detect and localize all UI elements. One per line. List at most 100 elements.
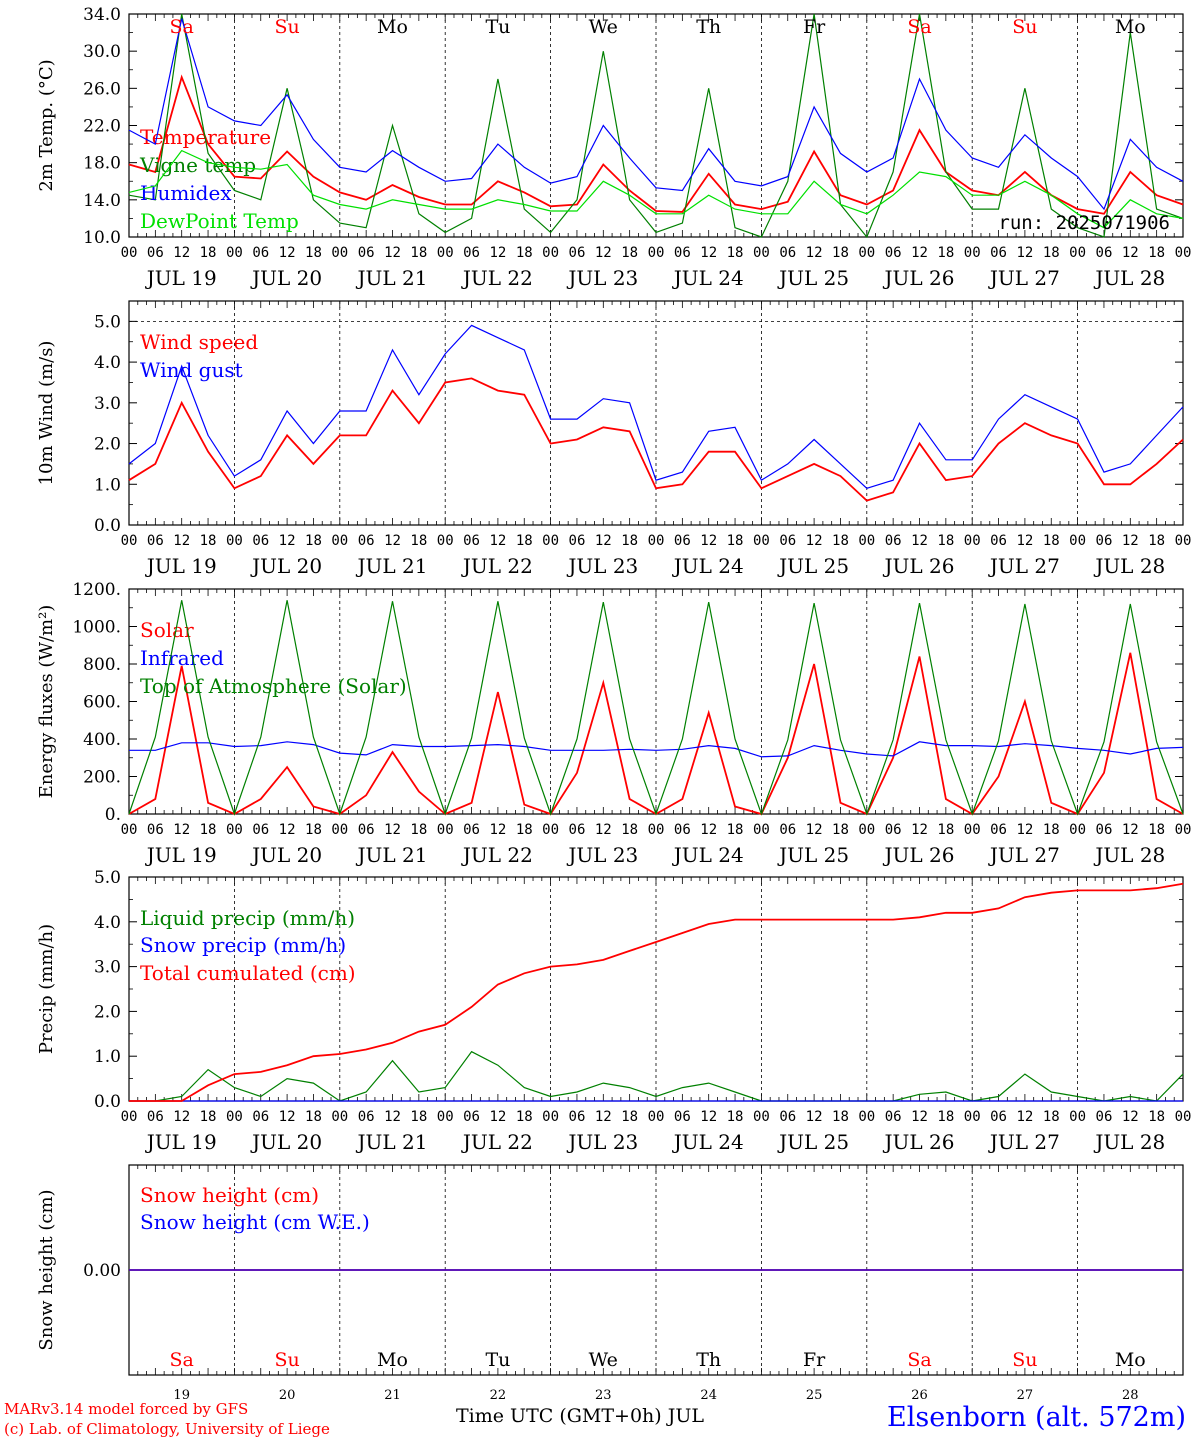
hour-tick-label: 18 xyxy=(937,1109,954,1125)
date-label: JUL 19 xyxy=(145,1130,217,1154)
date-label: JUL 23 xyxy=(566,266,638,290)
hour-tick-label: 12 xyxy=(173,1109,190,1125)
series-line-humidex xyxy=(128,18,1184,211)
date-label: JUL 27 xyxy=(988,1130,1060,1154)
date-label: JUL 21 xyxy=(356,554,428,578)
hour-tick-label: 12 xyxy=(489,245,506,261)
legend-solar: Solar xyxy=(140,618,194,642)
day-number-label: 20 xyxy=(279,1388,296,1403)
hour-tick-label: 12 xyxy=(700,1109,717,1125)
weekday-label: Sa xyxy=(907,1349,931,1371)
hour-tick-label: 06 xyxy=(1096,822,1113,838)
panel-2-ytick-label: 1000. xyxy=(72,618,121,638)
panel-4-ytick-label: 0.00 xyxy=(83,1261,121,1281)
date-label: JUL 28 xyxy=(1093,1130,1165,1154)
hour-tick-label: 12 xyxy=(806,533,823,549)
hour-tick-label: 06 xyxy=(779,245,796,261)
date-label: JUL 24 xyxy=(672,843,744,867)
weekday-label: Tu xyxy=(485,1349,510,1371)
weekday-label: Mo xyxy=(1115,1349,1146,1371)
hour-tick-label: 12 xyxy=(173,245,190,261)
weekday-label: Mo xyxy=(377,16,408,38)
hour-tick-label: 06 xyxy=(252,822,269,838)
hour-tick-label: 06 xyxy=(147,822,164,838)
date-label: JUL 24 xyxy=(672,1130,744,1154)
day-number-label: 27 xyxy=(1017,1388,1034,1403)
hour-tick-label: 12 xyxy=(1122,533,1139,549)
legend-humidex: Humidex xyxy=(140,181,232,205)
hour-tick-label-end: 00 xyxy=(1175,533,1192,549)
weekday-label: Mo xyxy=(377,1349,408,1371)
panel-1-ytick-label: 4.0 xyxy=(94,353,121,373)
panel-0-ytick-label: 34.0 xyxy=(83,5,121,25)
panel-3-ytick-label: 3.0 xyxy=(94,958,121,978)
hour-tick-label: 18 xyxy=(1043,533,1060,549)
panel-2-ytick-label: 400. xyxy=(83,730,121,750)
hour-tick-label: 12 xyxy=(279,1109,296,1125)
hour-tick-label: 12 xyxy=(911,822,928,838)
hour-tick-label: 00 xyxy=(121,1109,138,1125)
legend-dewpoint-temp: DewPoint Temp xyxy=(140,209,299,233)
legend-snow-precip-mm-h-: Snow precip (mm/h) xyxy=(140,933,346,957)
panel-0-ytick-label: 26.0 xyxy=(83,79,121,99)
hour-tick-label: 12 xyxy=(700,245,717,261)
hour-tick-label: 18 xyxy=(832,533,849,549)
day-number-label: 24 xyxy=(700,1388,717,1403)
date-label: JUL 27 xyxy=(988,554,1060,578)
series-line-infrared xyxy=(129,741,1184,758)
hour-tick-label: 12 xyxy=(384,245,401,261)
hour-tick-label: 18 xyxy=(1148,1109,1165,1125)
date-label: JUL 23 xyxy=(566,843,638,867)
weekday-label: Fr xyxy=(803,1349,826,1371)
hour-tick-label: 06 xyxy=(674,1109,691,1125)
hour-tick-label: 12 xyxy=(911,245,928,261)
hour-tick-label: 12 xyxy=(1016,822,1033,838)
hour-tick-label: 18 xyxy=(832,245,849,261)
weekday-label: Sa xyxy=(170,16,194,38)
panel-3-ytick-label: 4.0 xyxy=(94,913,121,933)
hour-tick-label: 06 xyxy=(674,533,691,549)
hour-tick-label: 06 xyxy=(569,245,586,261)
panel-0-ytick-label: 10.0 xyxy=(83,228,121,248)
day-number-label: 23 xyxy=(595,1388,612,1403)
series-line-dewpoint-temp xyxy=(128,149,1184,229)
series-line-top-of-atmosphere-solar- xyxy=(128,600,1184,816)
panel-3-ytick-label: 1.0 xyxy=(94,1047,121,1067)
hour-tick-label: 00 xyxy=(648,245,665,261)
hour-tick-label: 12 xyxy=(1016,533,1033,549)
hour-tick-label: 00 xyxy=(121,533,138,549)
panel-0-ytick-label: 14.0 xyxy=(83,191,121,211)
hour-tick-label: 12 xyxy=(384,533,401,549)
credit-line-2: (c) Lab. of Climatology, University of L… xyxy=(4,1420,330,1438)
hour-tick-label: 00 xyxy=(964,1109,981,1125)
hour-tick-label: 00 xyxy=(542,822,559,838)
panel-0-ylabel: 2m Temp. (°C) xyxy=(36,59,57,191)
date-label: JUL 21 xyxy=(356,843,428,867)
panel-1-ylabel: 10m Wind (m/s) xyxy=(36,341,57,486)
date-label: JUL 20 xyxy=(250,554,322,578)
hour-tick-label: 18 xyxy=(621,533,638,549)
hour-tick-label: 06 xyxy=(569,1109,586,1125)
hour-tick-label: 12 xyxy=(1122,1109,1139,1125)
weekday-label: Sa xyxy=(170,1349,194,1371)
hour-tick-label: 00 xyxy=(226,245,243,261)
hour-tick-label: 12 xyxy=(700,822,717,838)
hour-tick-label: 06 xyxy=(990,822,1007,838)
hour-tick-label: 18 xyxy=(621,1109,638,1125)
hour-tick-label: 00 xyxy=(648,1109,665,1125)
hour-tick-label: 18 xyxy=(516,1109,533,1125)
station-label: Elsenborn (alt. 572m) xyxy=(887,1402,1186,1433)
panel-2-ytick-label: 800. xyxy=(83,655,121,675)
weekday-label: Su xyxy=(1012,1349,1037,1371)
hour-tick-label: 18 xyxy=(937,822,954,838)
hour-tick-label: 12 xyxy=(806,245,823,261)
hour-tick-label: 18 xyxy=(305,533,322,549)
hour-tick-label: 06 xyxy=(569,822,586,838)
panel-1-ytick-label: 5.0 xyxy=(94,312,121,332)
hour-tick-label: 18 xyxy=(1148,822,1165,838)
hour-tick-label: 12 xyxy=(279,533,296,549)
date-label: JUL 28 xyxy=(1093,843,1165,867)
hour-tick-label: 18 xyxy=(1043,1109,1060,1125)
hour-tick-label: 12 xyxy=(1122,245,1139,261)
hour-tick-label: 06 xyxy=(569,533,586,549)
